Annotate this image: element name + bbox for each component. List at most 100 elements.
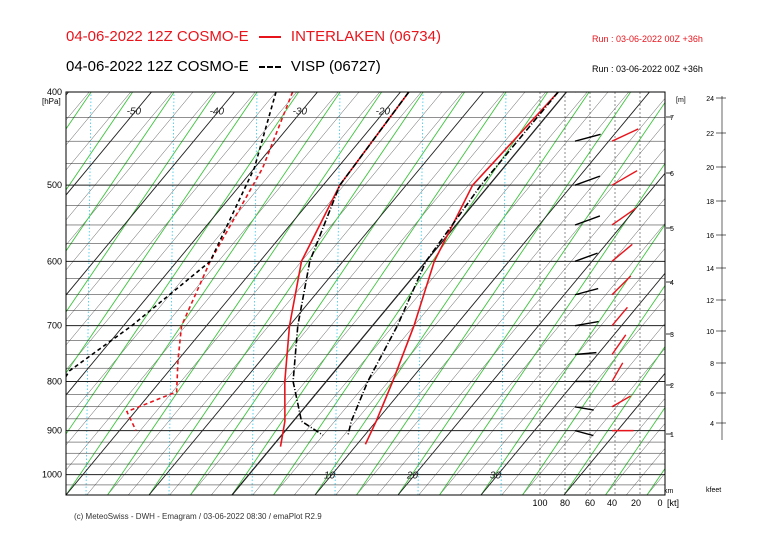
wind-axis-tick-label: 0 <box>657 498 662 508</box>
isotherm-label: 30 <box>490 471 502 482</box>
pressure-unit-label: [hPa] <box>42 97 61 106</box>
dry-adiabat-line <box>107 92 443 495</box>
wind-axis-tick-label: 60 <box>585 498 595 508</box>
dry-adiabat-line <box>0 92 27 495</box>
moist-adiabat-line <box>66 92 175 252</box>
title-interlaken: 04-06-2022 12Z COSMO-E INTERLAKEN (06734… <box>66 28 441 45</box>
wind-axis-tick-label: 100 <box>532 498 547 508</box>
dry-adiabat-line <box>356 122 665 495</box>
isotherm-label: -40 <box>210 106 225 117</box>
moist-adiabat-line <box>689 92 766 495</box>
isotherm-label: 10 <box>324 471 336 482</box>
visp-theta_e-line <box>347 92 559 436</box>
moist-adiabat-line <box>66 92 92 130</box>
interlaken-dewpoint-line <box>125 92 294 431</box>
isotherm-label: -30 <box>293 106 308 117</box>
dry-adiabat-line <box>501 297 665 495</box>
visp-wind-barb <box>575 92 578 93</box>
dry-adiabat-line <box>66 92 380 471</box>
run-visp: Run : 03-06-2022 00Z +36h <box>592 64 703 74</box>
interlaken-wind-barb <box>611 170 638 186</box>
title-visp-model: 04-06-2022 12Z COSMO-E <box>66 58 249 75</box>
height-km-unit: [m] <box>676 97 686 104</box>
footer-credit: (c) MeteoSwiss - DWH - Emagram / 03-06-2… <box>74 512 322 521</box>
mixing-ratio-line <box>334 92 341 495</box>
height-km-tick-label: 2 <box>670 383 674 390</box>
moist-adiabat-line <box>0 92 50 495</box>
dry-adiabat-line <box>66 92 152 196</box>
kfeet-tick-label: 16 <box>706 233 714 240</box>
mixing-ratio-line <box>85 92 92 495</box>
plot-frame <box>65 91 666 496</box>
height-km-tick-label: 7 <box>670 115 674 122</box>
km-label: km <box>664 488 674 495</box>
kfeet-tick-label: 14 <box>706 266 714 273</box>
interlaken-temperature-line <box>279 92 410 447</box>
moist-adiabat-line <box>66 92 300 435</box>
moist-adiabat-line <box>314 92 590 495</box>
kfeet-tick-label: 20 <box>706 165 714 172</box>
height-km-tick-label: 1 <box>670 432 674 439</box>
isotherm-line <box>66 92 235 296</box>
wind-axis-tick-label: 80 <box>560 498 570 508</box>
pressure-tick-label: 800 <box>47 376 62 386</box>
dry-adiabat-line <box>66 92 256 321</box>
pressure-tick-label: 500 <box>47 180 62 190</box>
dry-adiabat-line <box>689 92 766 495</box>
isotherm-line <box>148 92 484 495</box>
visp-wind-barb <box>574 215 601 226</box>
isotherm-line <box>66 92 401 495</box>
dry-adiabat-line <box>377 147 665 495</box>
pressure-tick-label: 600 <box>47 256 62 266</box>
moist-adiabat-line <box>0 92 8 495</box>
kfeet-tick-label: 4 <box>710 421 714 428</box>
wind-axis-tick-label: 40 <box>607 498 617 508</box>
dry-adiabat-line <box>86 92 422 495</box>
title-visp-station: VISP (06727) <box>290 58 381 75</box>
dry-adiabat-line <box>0 92 48 495</box>
dry-adiabat-line <box>605 422 665 495</box>
interlaken-wind-barb <box>611 243 633 262</box>
pressure-tick-label: 900 <box>47 426 62 436</box>
dry-adiabat-line <box>66 92 297 371</box>
isotherm-line <box>314 92 650 495</box>
height-km-tick-label: 3 <box>670 332 674 339</box>
dry-adiabat-line <box>66 92 131 171</box>
height-km-tick-label: 5 <box>670 226 674 233</box>
dry-adiabat-line <box>66 92 277 346</box>
run-interlaken: Run : 03-06-2022 00Z +36h <box>592 34 703 44</box>
interlaken-wind-barb <box>611 395 631 408</box>
moist-adiabat-line <box>563 345 665 495</box>
isotherm-label: -20 <box>376 106 391 117</box>
visp-wind-barb <box>574 351 597 356</box>
moist-adiabat-line <box>66 92 134 191</box>
kfeet-tick-label: 22 <box>706 131 714 138</box>
interlaken-wind-barb <box>611 128 639 142</box>
isotherm-label: -50 <box>127 106 142 117</box>
mixing-ratio-line <box>3 92 8 495</box>
interlaken-wind-barb <box>611 207 637 226</box>
moist-adiabat-line <box>231 92 507 495</box>
moist-adiabat-line <box>148 92 424 495</box>
dry-adiabat-line <box>709 92 766 495</box>
dry-adiabat-line <box>169 92 505 495</box>
moist-adiabat-line <box>397 101 665 495</box>
interlaken-wind-barb <box>612 92 615 93</box>
dry-adiabat-line <box>211 92 546 495</box>
visp-temperature-line <box>292 92 410 436</box>
dry-adiabat-line <box>584 397 665 495</box>
wind-axis-unit: [kt] <box>667 498 679 508</box>
dry-adiabat-line <box>522 322 665 495</box>
title-interlaken-station: INTERLAKEN (06734) <box>290 28 441 45</box>
wind-axis-tick-label: 20 <box>631 498 641 508</box>
mixing-ratio-line <box>251 92 258 495</box>
moist-adiabat-line <box>480 223 665 495</box>
isotherm-line <box>480 272 665 495</box>
dry-adiabat-line <box>190 92 526 495</box>
moist-adiabat-line <box>107 92 383 495</box>
mixing-ratio-line <box>417 92 424 495</box>
dry-adiabat-line <box>335 97 665 495</box>
interlaken-wind-barb <box>611 275 632 296</box>
moist-adiabat-line <box>66 92 341 495</box>
visp-dewpoint-line <box>66 92 277 378</box>
